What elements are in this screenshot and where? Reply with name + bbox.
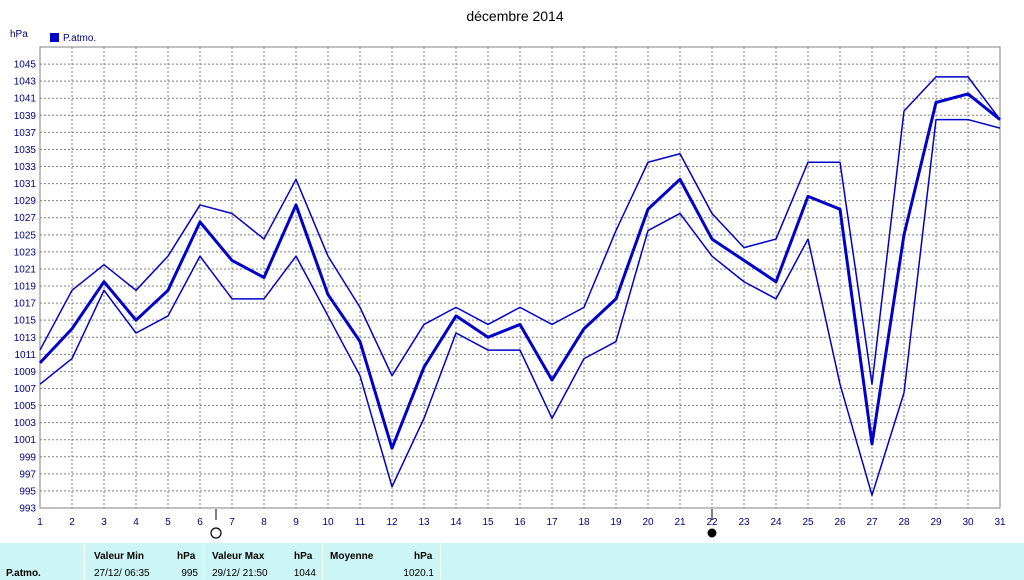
y-tick-label: 1001 [14, 435, 37, 446]
x-tick-label: 23 [738, 517, 750, 528]
y-tick-label: 1023 [14, 247, 37, 258]
x-tick-label: 30 [962, 517, 974, 528]
x-tick-label: 28 [898, 517, 910, 528]
x-tick-label: 4 [133, 517, 139, 528]
series-group [38, 76, 1001, 496]
moon-phases [210, 509, 717, 539]
x-tick-label: 29 [930, 517, 942, 528]
x-tick-label: 7 [229, 517, 235, 528]
y-tick-label: 999 [19, 452, 36, 463]
y-tick-label: 1017 [14, 299, 37, 310]
x-tick-label: 27 [866, 517, 878, 528]
y-tick-label: 1031 [14, 179, 37, 190]
x-tick-label: 16 [514, 517, 526, 528]
y-tick-label: 1039 [14, 111, 37, 122]
x-tick-label: 15 [482, 517, 494, 528]
y-tick-label: 1007 [14, 384, 37, 395]
series-line-min [39, 118, 1001, 496]
x-tick-label: 22 [706, 517, 718, 528]
full-moon-icon [210, 527, 222, 539]
y-tick-label: 1025 [14, 230, 37, 241]
avg-value: 1020.1 [403, 568, 434, 579]
x-tick-label: 10 [322, 517, 334, 528]
x-tick-label: 24 [770, 517, 782, 528]
x-tick-label: 14 [450, 517, 462, 528]
max-unit: hPa [294, 551, 313, 562]
x-tick-label: 5 [165, 517, 171, 528]
min-value: 995 [181, 568, 198, 579]
x-tick-label: 31 [994, 517, 1006, 528]
x-tick-label: 21 [674, 517, 686, 528]
stats-panel: P.atmo. Valeur Min hPa 27/12/ 06:35 995 … [0, 543, 1024, 580]
chart: décembre 2014 hPa P.atmo. 993 995 997 999 10… [10, 8, 1006, 539]
plot-frame [39, 46, 1001, 509]
y-tick-label: 1041 [14, 94, 37, 105]
x-tick-label: 8 [261, 517, 267, 528]
y-tick-label: 993 [19, 504, 36, 515]
x-tick-label: 9 [293, 517, 299, 528]
x-tick-label: 12 [386, 517, 398, 528]
y-axis-unit: hPa [10, 29, 28, 40]
x-tick-label: 20 [642, 517, 654, 528]
y-tick-label: 1003 [14, 418, 37, 429]
x-tick-label: 2 [69, 517, 75, 528]
x-tick-label: 1 [37, 517, 43, 528]
y-tick-label: 1045 [14, 60, 37, 71]
y-tick-label: 1029 [14, 196, 37, 207]
x-tick-label: 3 [101, 517, 107, 528]
y-tick-label: 1005 [14, 401, 37, 412]
y-tick-label: 1019 [14, 282, 37, 293]
y-tick-label: 1015 [14, 316, 37, 327]
y-axis: 993 995 997 999 1001 1003 1005 1007 1009 1011 1013… [14, 60, 37, 515]
legend-swatch [50, 33, 59, 42]
x-tick-label: 11 [355, 517, 366, 528]
x-tick-label: 26 [834, 517, 846, 528]
max-value: 1044 [293, 568, 316, 579]
y-tick-label: 1027 [14, 213, 37, 224]
y-tick-label: 1033 [14, 162, 37, 173]
min-unit: hPa [177, 551, 196, 562]
avg-header: Moyenne [330, 551, 374, 562]
x-tick-label: 25 [802, 517, 814, 528]
y-tick-label: 1035 [14, 145, 37, 156]
min-header: Valeur Min [94, 551, 145, 562]
y-tick-label: 1037 [14, 128, 37, 139]
avg-unit: hPa [414, 551, 433, 562]
y-tick-label: 1011 [14, 350, 36, 361]
y-tick-label: 1043 [14, 77, 37, 88]
x-tick-label: 13 [418, 517, 430, 528]
y-tick-label: 995 [19, 486, 36, 497]
x-tick-label: 17 [546, 517, 558, 528]
legend-label: P.atmo. [63, 33, 96, 44]
y-tick-label: 1021 [14, 264, 37, 275]
max-header: Valeur Max [212, 551, 265, 562]
chart-title: décembre 2014 [466, 8, 564, 24]
y-tick-label: 1009 [14, 367, 37, 378]
x-tick-label: 6 [197, 517, 203, 528]
x-tick-label: 18 [578, 517, 590, 528]
y-tick-label: 1013 [14, 333, 37, 344]
new-moon-icon [707, 528, 717, 538]
stats-row-label: P.atmo. [6, 568, 41, 579]
min-time: 27/12/ 06:35 [94, 568, 150, 579]
series-line-mean [38, 92, 1001, 450]
series-line-max [39, 76, 1001, 385]
x-axis: 1 2 3 4 5 6 7 8 9 10 11 12 13 14 15 16 17 18 19 20 21 22 23 24 2… [37, 517, 1006, 528]
y-tick-label: 997 [19, 469, 36, 480]
grid [39, 47, 1001, 509]
max-time: 29/12/ 21:50 [212, 568, 268, 579]
x-tick-label: 19 [610, 517, 622, 528]
